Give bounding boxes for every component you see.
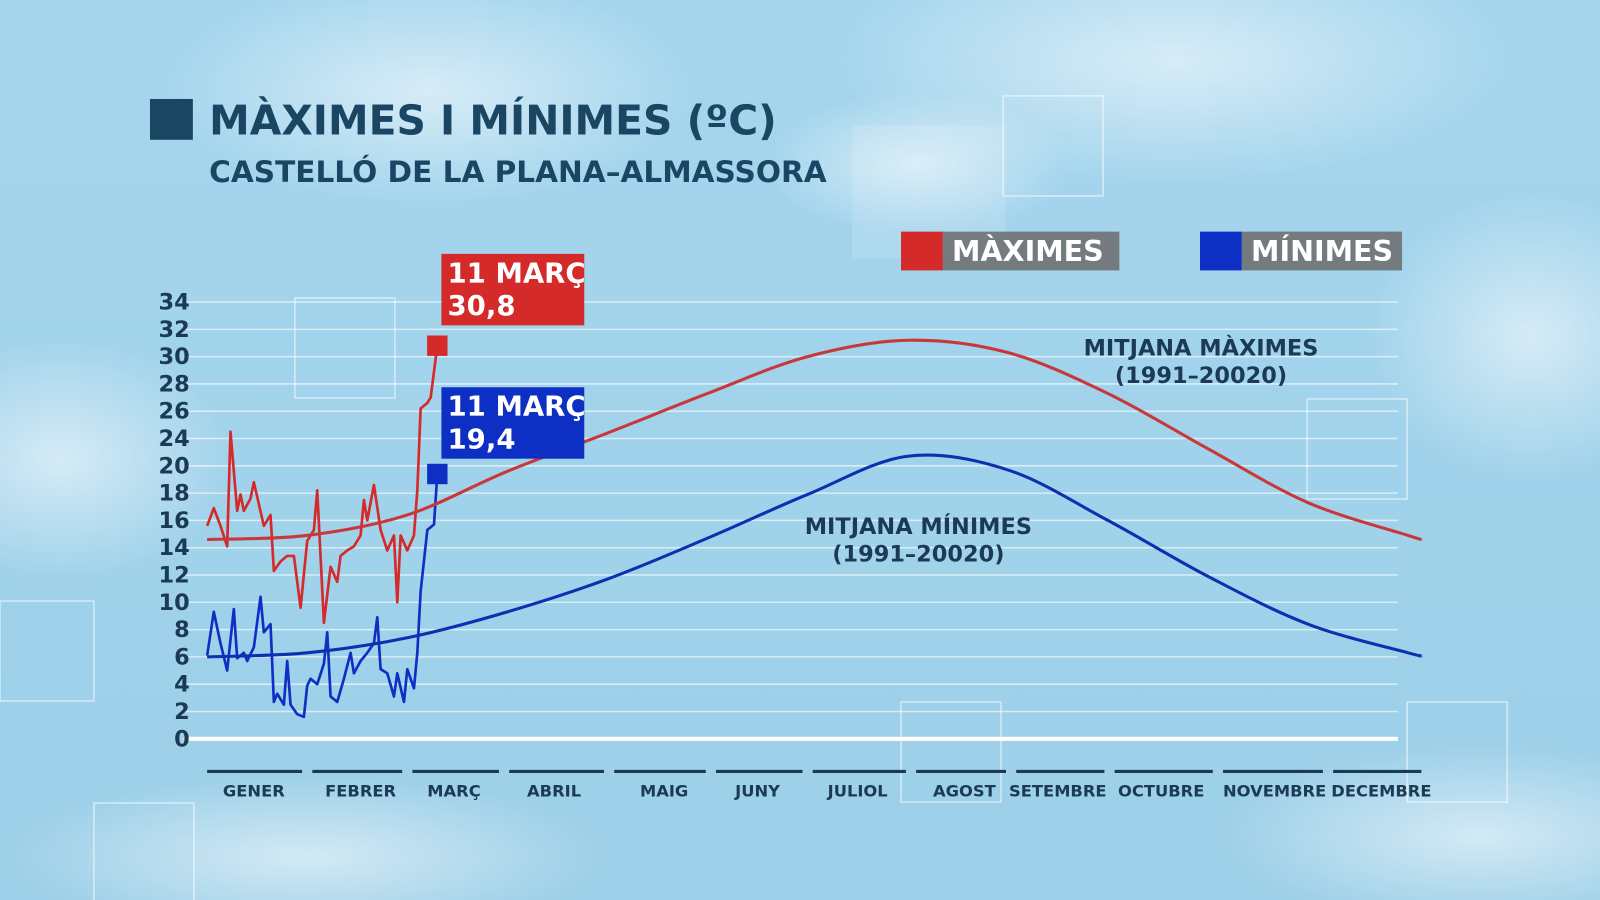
chart-subtitle: CASTELLÓ DE LA PLANA–ALMASSORA xyxy=(209,153,827,189)
y-tick-label: 16 xyxy=(159,508,190,534)
annotation-value: 19,4 xyxy=(448,423,516,455)
y-tick-label: 8 xyxy=(174,617,190,643)
daily-line xyxy=(205,345,439,625)
x-tick-label: GENER xyxy=(223,781,285,800)
series-label: MITJANA MÀXIMES xyxy=(1084,333,1319,361)
point-marker xyxy=(427,335,448,356)
x-tick-label: JULIOL xyxy=(827,781,888,800)
x-tick-label: MARÇ xyxy=(427,781,480,800)
x-tick-label: AGOST xyxy=(933,781,997,800)
legend-item: MÀXIMES xyxy=(901,231,1120,271)
annotation-box xyxy=(441,387,585,459)
annotation-box xyxy=(441,253,585,326)
x-tick-label: SETEMBRE xyxy=(1009,781,1107,800)
chart-title: MÀXIMES I MÍNIMES (ºC) xyxy=(209,96,777,144)
x-tick-label: NOVEMBRE xyxy=(1223,781,1326,800)
x-tick-label: ABRIL xyxy=(527,781,581,800)
annotation-date: 11 MARÇ xyxy=(448,391,586,423)
title-marker xyxy=(150,98,193,140)
y-tick-label: 2 xyxy=(174,699,190,725)
decor-squares xyxy=(0,95,1508,900)
y-tick-label: 28 xyxy=(159,371,190,397)
annotation-date: 11 MARÇ xyxy=(448,257,586,289)
y-tick-label: 30 xyxy=(159,344,190,370)
y-tick-label: 12 xyxy=(159,563,190,589)
average-line xyxy=(207,453,1423,659)
series-period: (1991–20020) xyxy=(832,542,1004,568)
legend-box xyxy=(942,231,1120,271)
x-tick-label: FEBRER xyxy=(325,781,396,800)
legend-item: MÍNIMES xyxy=(1200,231,1403,271)
legend-box xyxy=(1241,231,1403,271)
legend-label: MÀXIMES xyxy=(952,234,1104,268)
y-tick-label: 18 xyxy=(159,481,190,507)
series-period: (1991–20020) xyxy=(1115,363,1287,389)
y-tick-label: 14 xyxy=(159,535,190,561)
point-marker xyxy=(427,463,448,485)
y-tick-label: 6 xyxy=(174,644,190,670)
y-tick-label: 34 xyxy=(159,290,190,316)
y-tick-label: 10 xyxy=(159,590,190,616)
annotation-value: 30,8 xyxy=(448,290,516,322)
average-line xyxy=(207,338,1423,542)
legend-swatch xyxy=(1200,231,1242,271)
x-tick-label: JUNY xyxy=(734,781,780,800)
legend-label: MÍNIMES xyxy=(1251,234,1393,268)
y-tick-label: 20 xyxy=(159,453,190,479)
x-tick-label: DECEMBRE xyxy=(1331,781,1431,800)
y-tick-label: 26 xyxy=(159,399,190,425)
x-tick-label: OCTUBRE xyxy=(1118,781,1204,800)
series-label: MITJANA MÍNIMES xyxy=(805,512,1032,540)
legend-swatch xyxy=(901,231,943,271)
y-tick-label: 32 xyxy=(159,317,190,343)
y-tick-label: 24 xyxy=(159,426,190,452)
x-tick-label: MAIG xyxy=(640,781,688,800)
y-tick-label: 0 xyxy=(174,726,190,752)
y-tick-label: 4 xyxy=(174,672,190,698)
